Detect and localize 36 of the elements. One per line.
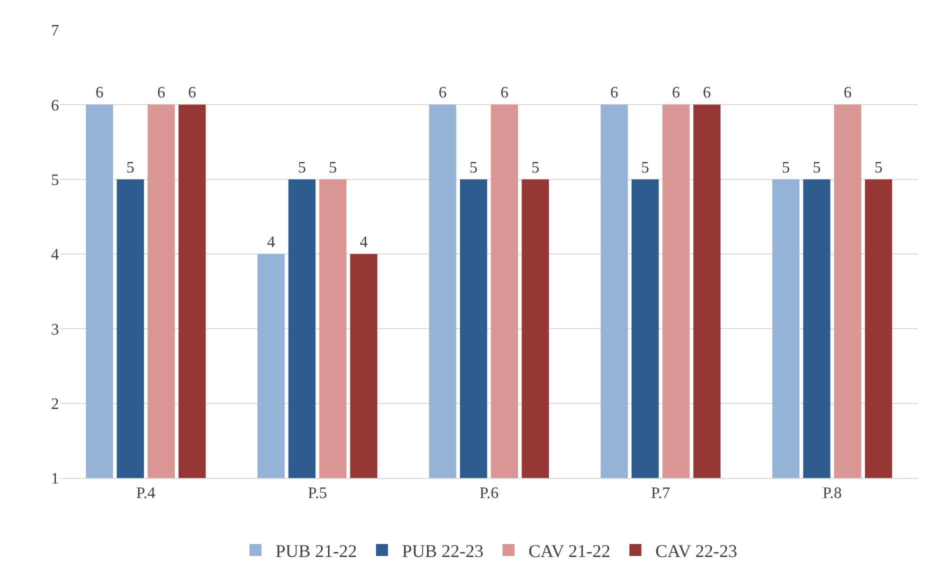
data-label: 5 — [328, 159, 337, 176]
data-label: 5 — [641, 159, 650, 176]
data-label: 6 — [672, 84, 680, 102]
data-label: 5 — [782, 159, 790, 176]
x-tick-label: P.8 — [822, 485, 842, 502]
x-tick-label: P.7 — [651, 485, 670, 502]
data-label: 5 — [470, 159, 478, 176]
data-label: 5 — [812, 159, 821, 176]
data-label: 6 — [438, 84, 447, 102]
legend-label: CAV 22-23 — [655, 540, 738, 561]
data-label: 6 — [702, 84, 711, 102]
data-label: 4 — [360, 234, 368, 251]
y-tick-label: 6 — [51, 97, 59, 114]
data-label: 6 — [188, 84, 196, 102]
x-tick-label: P.6 — [479, 485, 499, 502]
data-label: 6 — [157, 84, 166, 102]
y-tick-label: 7 — [51, 22, 59, 40]
data-label: 6 — [95, 84, 104, 102]
y-tick-label: 5 — [51, 172, 59, 189]
data-label: 5 — [531, 159, 540, 176]
data-label: 6 — [500, 84, 508, 102]
data-label: 6 — [610, 84, 618, 102]
legend-label: PUB 22-23 — [402, 540, 484, 561]
x-tick-label: P.4 — [136, 485, 156, 502]
legend-label: PUB 21-22 — [276, 540, 358, 561]
x-tick-label: P.5 — [308, 485, 327, 502]
y-tick-label: 3 — [51, 321, 59, 338]
data-label: 5 — [298, 159, 306, 176]
y-tick-label: 2 — [51, 396, 59, 413]
data-label: 5 — [874, 159, 883, 176]
y-tick-label: 1 — [51, 470, 59, 488]
data-label: 5 — [126, 159, 134, 176]
data-label: 4 — [267, 234, 276, 251]
data-label: 6 — [844, 84, 852, 102]
legend-label: CAV 21-22 — [528, 540, 610, 561]
y-tick-label: 4 — [51, 246, 59, 264]
